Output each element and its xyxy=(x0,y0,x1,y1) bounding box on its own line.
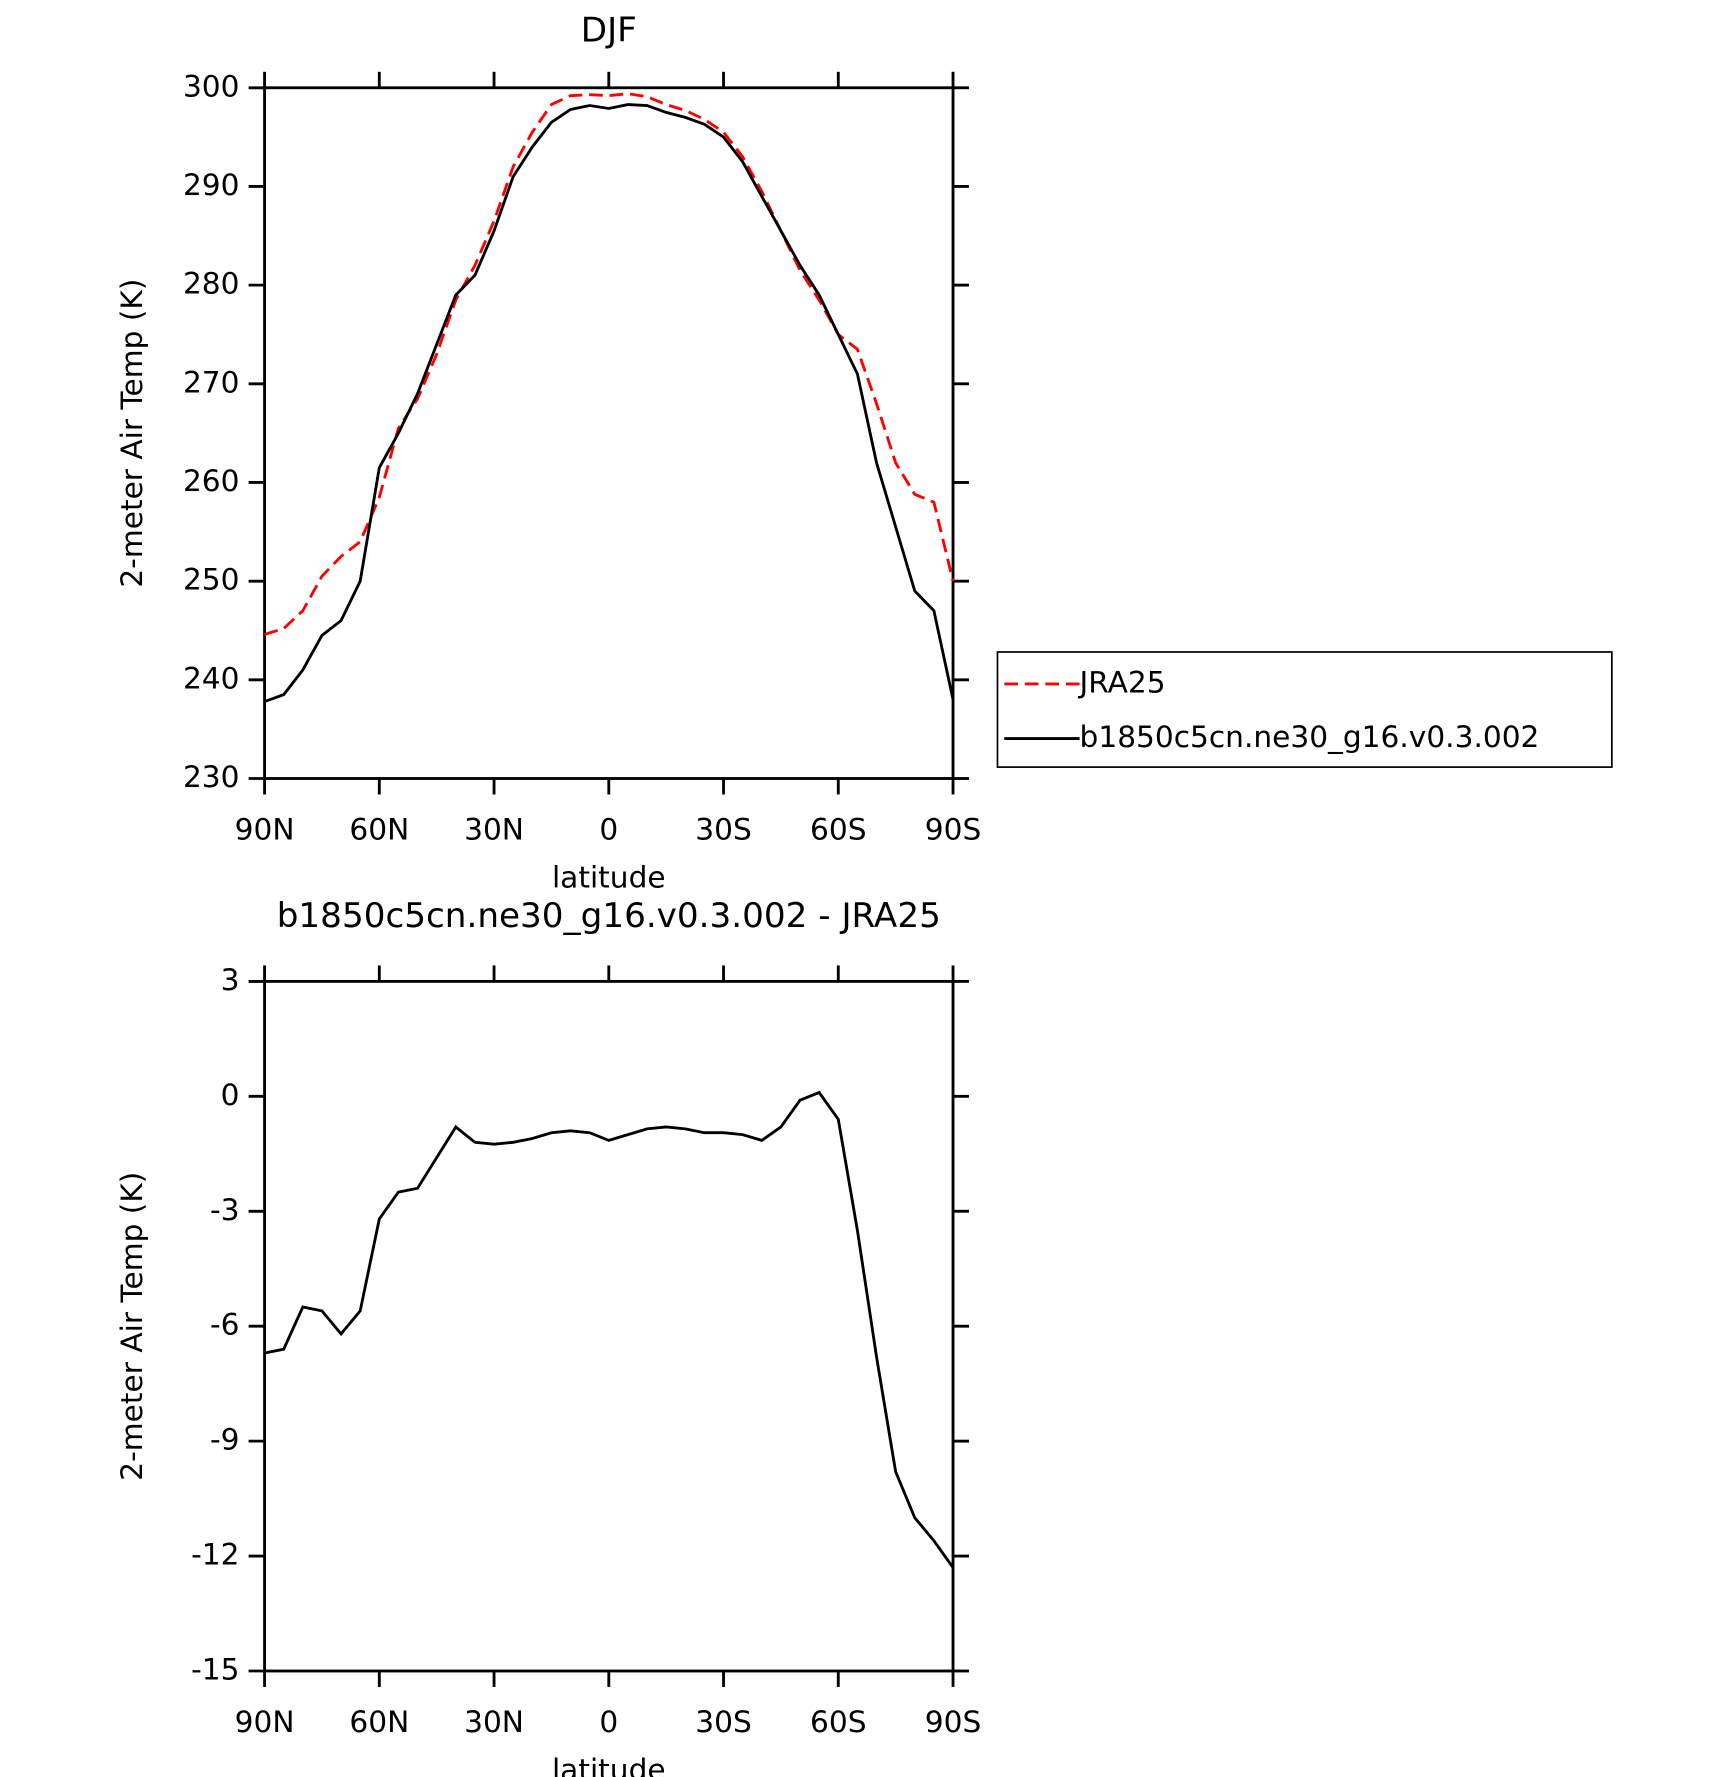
x-tick-label: 90N xyxy=(235,811,295,846)
x-tick-label: 0 xyxy=(599,1704,618,1739)
x-tick-label: 60N xyxy=(349,1704,409,1739)
x-tick-label: 90S xyxy=(925,811,982,846)
x-tick-label: 60S xyxy=(810,1704,867,1739)
y-tick-label: 240 xyxy=(183,660,240,695)
legend-label: b1850c5cn.ne30_g16.v0.3.002 xyxy=(1080,719,1540,754)
y-tick-label: 290 xyxy=(183,167,240,202)
y-tick-label: -12 xyxy=(191,1537,239,1572)
chart-title: DJF xyxy=(581,10,637,50)
chart-title: b1850c5cn.ne30_g16.v0.3.002 - JRA25 xyxy=(277,896,941,936)
y-tick-label: 250 xyxy=(183,562,240,597)
legend-box xyxy=(996,651,1613,768)
x-axis-label: latitude xyxy=(552,1752,666,1777)
series-line xyxy=(264,92,955,636)
y-tick-label: 230 xyxy=(183,759,240,794)
plot-frame xyxy=(263,86,955,780)
y-tick-label: 280 xyxy=(183,266,240,301)
x-tick-label: 30S xyxy=(695,1704,752,1739)
x-tick-label: 30N xyxy=(464,1704,524,1739)
x-tick-label: 60S xyxy=(810,811,867,846)
y-tick-label: 3 xyxy=(221,962,240,997)
legend-label: JRA25 xyxy=(1078,664,1166,699)
x-tick-label: 90S xyxy=(925,1704,982,1739)
y-tick-label: 300 xyxy=(183,68,240,103)
x-axis-label: latitude xyxy=(552,859,666,894)
plot-frame xyxy=(263,979,955,1673)
y-tick-label: 0 xyxy=(221,1077,240,1112)
x-tick-label: 30S xyxy=(695,811,752,846)
y-tick-label: -6 xyxy=(210,1307,240,1342)
x-tick-label: 90N xyxy=(235,1704,295,1739)
y-tick-label: -9 xyxy=(210,1422,240,1457)
y-axis-label: 2-meter Air Temp (K) xyxy=(114,1172,149,1481)
x-tick-label: 30N xyxy=(464,811,524,846)
series-line xyxy=(264,1090,955,1569)
y-axis-label: 2-meter Air Temp (K) xyxy=(114,279,149,588)
y-tick-label: 270 xyxy=(183,364,240,399)
y-tick-label: 260 xyxy=(183,463,240,498)
x-tick-label: 60N xyxy=(349,811,409,846)
y-tick-label: -3 xyxy=(210,1192,240,1227)
series-line xyxy=(264,103,955,703)
x-tick-label: 0 xyxy=(599,811,618,846)
y-tick-label: -15 xyxy=(191,1651,239,1686)
